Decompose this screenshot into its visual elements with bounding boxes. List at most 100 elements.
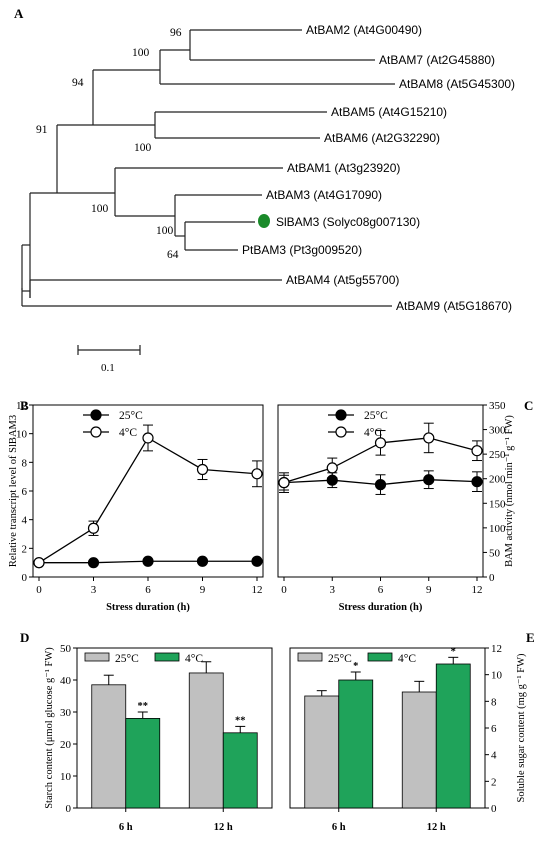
data-point <box>374 437 387 449</box>
bar <box>401 691 437 809</box>
y-tick-label: 40 <box>60 675 72 687</box>
bar <box>91 684 127 809</box>
legend-swatch <box>367 652 393 662</box>
bar <box>222 732 258 809</box>
leaf-label-bam2: AtBAM2 (At4G00490) <box>306 23 422 37</box>
x-tick-label: 12 <box>252 584 263 596</box>
leaf-label-bam7: AtBAM7 (At2G45880) <box>379 53 495 67</box>
y-tick-label: 0 <box>489 572 495 584</box>
y-tick-label: 0 <box>66 803 72 815</box>
significance-mark: ** <box>138 701 149 712</box>
bootstrap-value: 64 <box>167 249 179 261</box>
legend-swatch <box>84 652 110 662</box>
x-tick-label: 0 <box>36 584 42 596</box>
x-tick-label: 6 <box>378 584 384 596</box>
y-tick-label: 50 <box>60 643 72 655</box>
leaf-label-bam8: AtBAM8 (At5G45300) <box>399 77 515 91</box>
data-point <box>471 476 483 488</box>
panel-letter-e: E <box>526 630 535 645</box>
y-axis-title: Relative transcript level of SlBAM3 <box>8 415 19 567</box>
legend-label: 4°C <box>364 427 382 439</box>
y-tick-label: 8 <box>491 696 497 708</box>
data-point <box>33 557 45 569</box>
y-tick-label: 150 <box>489 498 506 510</box>
legend-label: 4°C <box>185 653 203 665</box>
y-tick-label: 100 <box>489 523 506 535</box>
y-tick-label: 0 <box>491 803 497 815</box>
data-point <box>374 479 387 491</box>
panel-letter-b: B <box>20 398 29 413</box>
legend-label: 25°C <box>364 410 388 422</box>
y-tick-label: 10 <box>60 771 72 783</box>
legend-label: 4°C <box>119 427 137 439</box>
bar <box>435 663 471 809</box>
leaf-label-bam1: AtBAM1 (At3g23920) <box>287 161 400 175</box>
bar <box>188 672 224 809</box>
x-tick-label: 3 <box>330 584 336 596</box>
y-tick-label: 10 <box>491 670 503 682</box>
bootstrap-value: 94 <box>72 77 84 89</box>
x-tick-label: 6 <box>145 584 151 596</box>
y-tick-label: 30 <box>60 707 72 719</box>
panel-letter-c: C <box>524 398 534 413</box>
legend-label: 25°C <box>328 653 352 665</box>
data-point <box>251 555 263 567</box>
y-axis-title: BAM activity (nmol min⁻¹ g⁻¹ FW) <box>504 415 515 567</box>
y-axis-title: Soluble sugar content (mg g⁻¹ FW) <box>516 653 527 802</box>
bar <box>304 695 340 809</box>
y-tick-label: 2 <box>22 543 28 555</box>
legend-marker <box>335 426 347 438</box>
bar <box>125 718 161 809</box>
x-tick-label: 9 <box>200 584 206 596</box>
legend-marker <box>335 409 347 421</box>
bar <box>338 679 374 809</box>
y-tick-label: 6 <box>491 723 497 735</box>
y-tick-label: 0 <box>22 572 28 584</box>
leaf-label-bam5: AtBAM5 (At4G15210) <box>331 105 447 119</box>
bootstrap-value: 96 <box>170 27 182 39</box>
x-tick-label: 12 h <box>427 822 446 833</box>
data-point <box>87 522 100 534</box>
legend-swatch <box>297 652 323 662</box>
y-tick-label: 4 <box>22 515 28 527</box>
y-tick-label: 6 <box>22 486 28 498</box>
legend-label: 4°C <box>398 653 416 665</box>
x-tick-label: 9 <box>426 584 432 596</box>
bootstrap-value: 100 <box>134 142 152 154</box>
data-point <box>142 432 154 444</box>
data-point <box>196 463 209 476</box>
y-tick-label: 300 <box>489 425 506 437</box>
data-point <box>423 474 435 486</box>
x-tick-label: 12 h <box>214 822 233 833</box>
slbam3-marker-icon <box>258 214 270 228</box>
leaf-label-bam9: AtBAM9 (At5G18670) <box>396 299 512 313</box>
x-tick-label: 6 h <box>119 822 133 833</box>
bootstrap-value: 100 <box>132 47 150 59</box>
y-tick-label: 4 <box>491 750 497 762</box>
x-axis-title: Stress duration (h) <box>339 602 423 613</box>
data-point <box>423 432 435 444</box>
x-tick-label: 6 h <box>332 822 346 833</box>
series-line <box>38 437 258 564</box>
bootstrap-value: 100 <box>91 203 109 215</box>
legend-marker <box>90 426 102 438</box>
y-tick-label: 20 <box>60 739 72 751</box>
legend-swatch <box>154 652 180 662</box>
leaf-label-bam6: AtBAM6 (At2G32290) <box>324 131 440 145</box>
panel-letter-a: A <box>14 6 24 21</box>
y-tick-label: 350 <box>489 400 506 412</box>
significance-mark: * <box>451 646 456 657</box>
legend-label: 25°C <box>119 410 143 422</box>
leaf-label-slbam3: SlBAM3 (Solyc08g007130) <box>276 215 420 229</box>
x-tick-label: 3 <box>91 584 97 596</box>
y-tick-label: 200 <box>489 474 506 486</box>
bootstrap-value: 100 <box>156 225 174 237</box>
legend-label: 25°C <box>115 653 139 665</box>
data-point <box>196 555 209 567</box>
y-tick-label: 8 <box>22 457 28 469</box>
bootstrap-value: 91 <box>36 124 48 136</box>
significance-mark: * <box>353 661 358 672</box>
y-tick-label: 250 <box>489 449 506 461</box>
y-tick-label: 12 <box>491 643 502 655</box>
